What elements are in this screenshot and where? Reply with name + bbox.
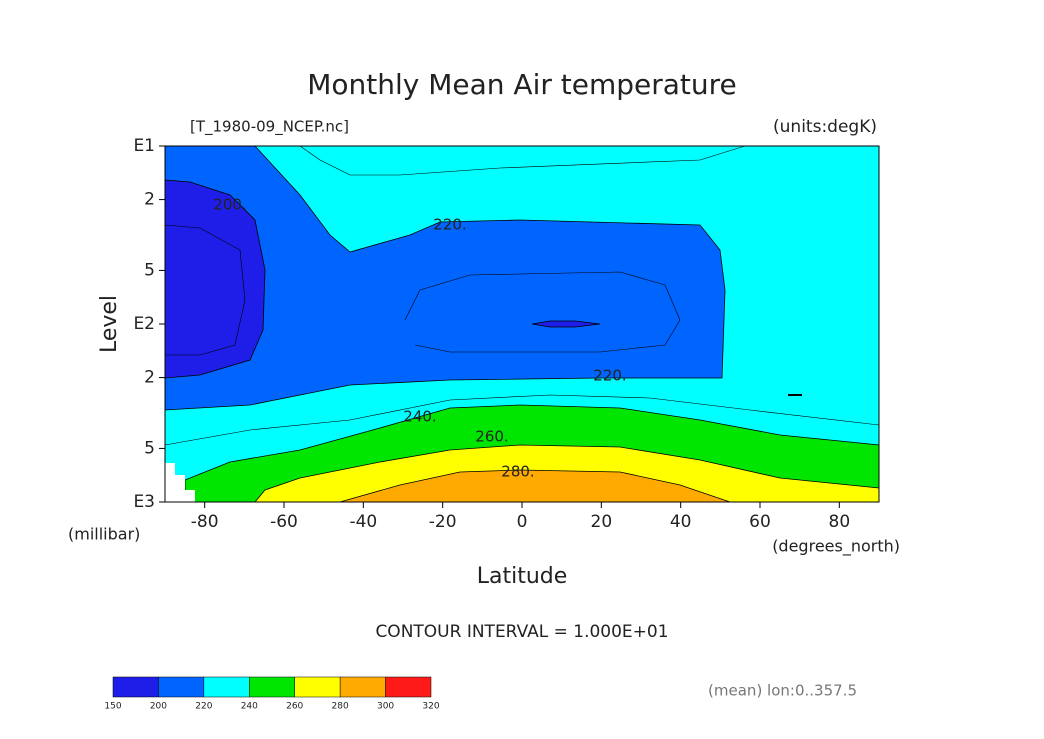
colorbar-box — [203, 676, 250, 698]
contour-interval: CONTOUR INTERVAL = 1.000E+01 — [375, 622, 668, 642]
contour-band — [164, 145, 726, 411]
y-tick-label: E1 — [133, 136, 155, 156]
x-tick-label: 0 — [517, 512, 528, 532]
colorbar-label: 150 — [104, 702, 121, 712]
x-axis-label: Latitude — [477, 564, 568, 589]
colorbar-label: 200 — [150, 702, 167, 712]
colorbar-box — [339, 676, 386, 698]
missing-data — [165, 463, 195, 502]
chart-title: Monthly Mean Air temperature — [307, 68, 737, 101]
y-tick-label: 2 — [144, 368, 155, 388]
y-tick-label: 5 — [144, 260, 155, 280]
colorbar-box — [112, 676, 159, 698]
units-label: (units:degK) — [773, 117, 877, 137]
colorbar-box — [294, 676, 341, 698]
contour-label: 220. — [433, 216, 466, 234]
contour-band — [339, 469, 731, 503]
contour-label: 200. — [213, 196, 246, 214]
colorbar-label: 260 — [286, 702, 303, 712]
contour-band — [531, 320, 601, 328]
colorbar-label: 240 — [241, 702, 258, 712]
y-axis-label: Level — [97, 295, 122, 353]
footer-note: (mean) lon:0..357.5 — [708, 682, 857, 700]
x-tick-label: -20 — [429, 512, 457, 532]
colorbar-box — [385, 676, 432, 698]
x-tick-label: 40 — [670, 512, 692, 532]
contour-line — [164, 394, 880, 446]
y-tick-label: 2 — [144, 190, 155, 210]
contour-label: 240. — [403, 408, 436, 426]
contour-line — [404, 271, 681, 353]
colorbar-label: 220 — [195, 702, 212, 712]
colorbar-label: 320 — [422, 702, 439, 712]
contour-band — [164, 179, 266, 379]
colorbar-label: 280 — [332, 702, 349, 712]
x-units: (degrees_north) — [772, 537, 900, 557]
contour-label: 220. — [593, 367, 626, 385]
y-tick-label: 5 — [144, 438, 155, 458]
colorbar-label: 300 — [377, 702, 394, 712]
x-tick-label: 60 — [749, 512, 771, 532]
x-tick-label: 80 — [829, 512, 851, 532]
subtitle: [T_1980-09_NCEP.nc] — [190, 118, 349, 137]
y-tick-label: E3 — [133, 492, 155, 512]
x-tick-label: -60 — [270, 512, 298, 532]
contour-line — [299, 145, 746, 176]
contour-label: 260. — [475, 428, 508, 446]
contour-line — [164, 224, 246, 356]
colorbar-box — [249, 676, 295, 698]
x-tick-label: -40 — [349, 512, 377, 532]
x-tick-label: -80 — [191, 512, 219, 532]
y-tick-label: E2 — [133, 314, 155, 334]
plot-area: 200. 220. 220. 240. 260. 280. — [164, 145, 880, 503]
contour-label: 280. — [501, 463, 534, 481]
y-units: (millibar) — [68, 525, 140, 544]
colorbar-box — [158, 676, 205, 698]
x-tick-label: 20 — [591, 512, 613, 532]
colorbar: 150 200 220 240 260 280 300 320 — [104, 676, 440, 712]
